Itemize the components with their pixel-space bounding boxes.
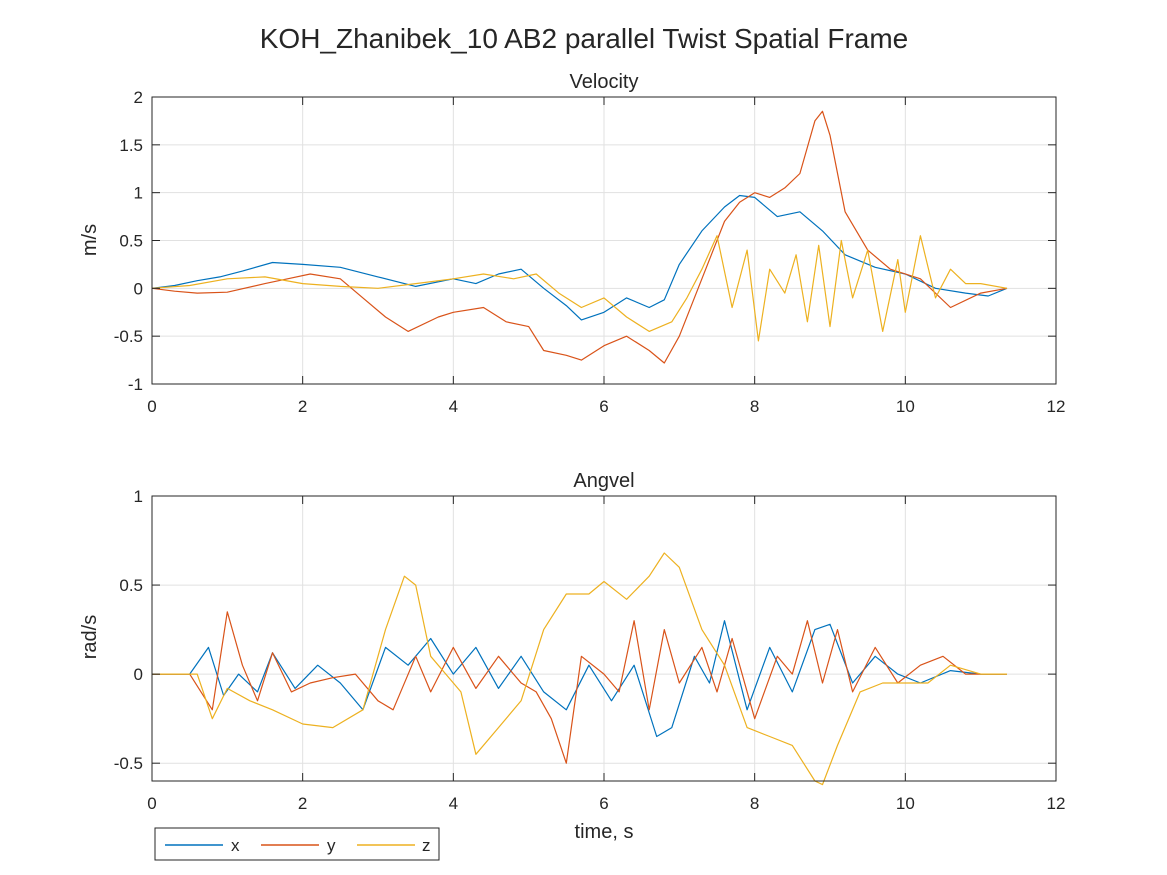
velocity-subplot: Velocity m/s 0 2 4 6 8 10 12 -1 -0.5 0 0.5 1 1.5 2 — [79, 71, 1065, 416]
legend: x y z — [154, 827, 440, 861]
figure-title: KOH_Zhanibek_10 AB2 parallel Twist Spati… — [260, 23, 908, 54]
y-tick-label: 2 — [134, 88, 143, 107]
x-tick-label: 8 — [750, 794, 759, 813]
x-tick-label: 8 — [750, 397, 759, 416]
x-tick-label: 6 — [599, 794, 608, 813]
x-tick-label: 12 — [1047, 397, 1066, 416]
y-tick-label: 1.5 — [119, 136, 143, 155]
x-tick-label: 2 — [298, 397, 307, 416]
y-tick-label: -0.5 — [114, 327, 143, 346]
series-line-z — [151, 235, 1008, 342]
series-line-y — [152, 611, 1007, 764]
series-line-x — [152, 620, 1007, 738]
y-tick-label: -1 — [128, 375, 143, 394]
y-tick-label: 0 — [134, 279, 143, 298]
y-tick-label: 1 — [134, 184, 143, 203]
legend-label-x: x — [231, 836, 240, 855]
x-tick-label: 12 — [1047, 794, 1066, 813]
y-tick-label: 0 — [134, 665, 143, 684]
velocity-title: Velocity — [570, 71, 639, 93]
x-tick-label: 6 — [599, 397, 608, 416]
x-tick-label: 4 — [449, 397, 458, 416]
velocity-ylabel: m/s — [79, 224, 101, 256]
angvel-title: Angvel — [573, 470, 634, 492]
angvel-xlabel: time, s — [575, 821, 634, 843]
x-tick-label: 10 — [896, 397, 915, 416]
angvel-subplot: Angvel rad/s time, s 0 2 4 6 8 10 12 -0.5 0 0.5 1 — [79, 470, 1065, 843]
y-tick-label: -0.5 — [114, 754, 143, 773]
angvel-ylabel: rad/s — [79, 615, 101, 659]
series-line-y — [151, 110, 1008, 364]
x-tick-label: 2 — [298, 794, 307, 813]
x-tick-label: 10 — [896, 794, 915, 813]
x-tick-label: 0 — [147, 397, 156, 416]
y-tick-label: 1 — [134, 487, 143, 506]
x-tick-label: 0 — [147, 794, 156, 813]
series-line-x — [151, 194, 1008, 321]
legend-label-y: y — [327, 836, 336, 855]
series-line-z — [152, 552, 1007, 786]
legend-box — [154, 827, 440, 861]
y-tick-label: 0.5 — [119, 232, 143, 251]
y-tick-label: 0.5 — [119, 576, 143, 595]
legend-label-z: z — [422, 836, 431, 855]
x-tick-label: 4 — [449, 794, 458, 813]
